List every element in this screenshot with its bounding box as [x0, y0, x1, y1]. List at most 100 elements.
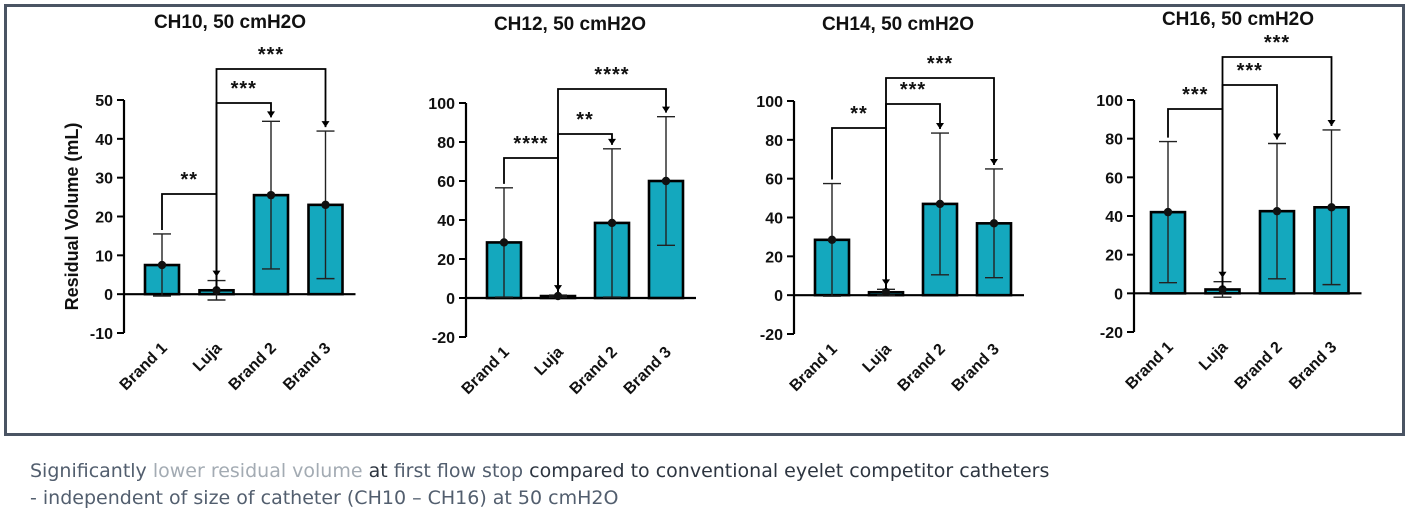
significance-arrow — [936, 123, 944, 130]
data-point — [321, 200, 330, 210]
significance-label: *** — [231, 78, 257, 100]
significance-label: ** — [180, 169, 198, 191]
y-tick-label: 20 — [1105, 248, 1123, 265]
x-category-label: Brand 3 — [280, 340, 334, 394]
y-tick-label: 100 — [428, 96, 455, 113]
caption-highlight-2: first flow stop — [393, 460, 524, 482]
chart-title: CH16, 50 cmH2O — [1162, 9, 1314, 30]
y-tick-label: 50 — [95, 93, 113, 110]
y-tick-label: 80 — [1105, 132, 1123, 149]
chart-title: CH14, 50 cmH2O — [822, 14, 974, 35]
chart-title: CH10, 50 cmH2O — [154, 12, 306, 33]
chart-1: CH10, 50 cmH2O -10 0 10 20 30 40 50 Residual Vol… — [62, 12, 356, 394]
x-category-label: Brand 2 — [1232, 339, 1286, 393]
data-point — [1163, 207, 1173, 217]
significance-label: *** — [1182, 84, 1208, 106]
y-tick-label: -20 — [432, 330, 455, 347]
data-point — [266, 190, 276, 200]
y-tick-label: 60 — [1105, 170, 1123, 187]
data-point — [1327, 203, 1336, 212]
significance-bracket — [215, 68, 327, 289]
y-tick-label: 0 — [446, 291, 455, 308]
y-tick-label: 80 — [437, 135, 455, 152]
caption-text-3: compared to conventional eyelet competit… — [523, 460, 1050, 482]
significance-arrow — [1327, 119, 1336, 126]
x-category-label: Brand 1 — [787, 341, 841, 395]
data-point — [827, 235, 837, 245]
significance-label: ** — [850, 103, 868, 125]
caption-text-1: Significantly — [30, 460, 153, 482]
y-tick-label: 0 — [104, 287, 113, 304]
y-axis-label: Residual Volume (mL) — [62, 123, 82, 311]
x-category-label: Brand 2 — [895, 341, 949, 395]
significance-label: *** — [900, 79, 926, 101]
data-point — [881, 288, 891, 297]
y-tick-label: 100 — [1096, 93, 1123, 110]
significance-arrow — [267, 111, 275, 118]
significance-arrow — [321, 121, 330, 128]
x-category-label: Brand 3 — [949, 341, 1003, 395]
significance-label: ** — [576, 109, 594, 131]
y-tick-label: 60 — [437, 174, 455, 191]
significance-label: *** — [1237, 60, 1263, 82]
significance-label: **** — [594, 64, 629, 86]
y-tick-label: -10 — [90, 326, 113, 343]
y-tick-label: 20 — [437, 252, 455, 269]
caption-highlight-1: lower residual volume — [152, 460, 363, 482]
data-point — [157, 260, 167, 270]
charts-svg: CH10, 50 cmH2O -10 0 10 20 30 40 50 Residual Vol… — [62, 9, 1362, 398]
significance-bracket — [885, 77, 995, 290]
y-tick-label: 30 — [95, 171, 113, 188]
significance-label: *** — [258, 44, 284, 66]
chart-3: CH14, 50 cmH2O -20 0 20 40 60 80 100 Brand 1 Luja… — [756, 14, 1024, 395]
data-point — [499, 238, 509, 247]
y-tick-label: 20 — [765, 249, 783, 266]
x-category-label: Brand 2 — [226, 340, 280, 394]
caption: Significantly lower residual volume at f… — [30, 458, 1049, 512]
x-category-label: Brand 2 — [567, 344, 621, 398]
y-tick-label: 40 — [437, 213, 455, 230]
significance-label: *** — [1264, 32, 1290, 54]
x-category-label: Brand 1 — [117, 340, 171, 394]
x-category-label: Luja — [860, 341, 895, 376]
y-tick-label: 80 — [765, 133, 783, 150]
significance-arrow — [1273, 133, 1281, 140]
significance-bracket — [557, 88, 667, 292]
y-tick-label: -20 — [1100, 325, 1123, 342]
y-tick-label: 60 — [765, 172, 783, 189]
data-point — [935, 199, 945, 209]
data-point — [607, 218, 617, 228]
caption-line-1: Significantly lower residual volume at f… — [30, 458, 1049, 485]
y-tick-label: 40 — [1105, 209, 1123, 226]
y-tick-label: 40 — [95, 132, 113, 149]
data-point — [553, 291, 563, 301]
y-tick-label: -20 — [760, 327, 783, 344]
significance-bracket — [1221, 56, 1333, 288]
x-category-label: Brand 3 — [1286, 339, 1340, 393]
x-category-label: Luja — [1196, 339, 1231, 374]
x-category-label: Brand 3 — [621, 344, 675, 398]
x-category-label: Brand 1 — [459, 344, 513, 398]
data-point — [1272, 206, 1282, 216]
data-point — [1218, 285, 1227, 294]
significance-arrow — [990, 158, 998, 165]
y-tick-label: 0 — [774, 288, 783, 305]
significance-label: **** — [513, 133, 548, 155]
x-category-label: Luja — [190, 340, 225, 375]
chart-2: CH12, 50 cmH2O -20 0 20 40 60 80 100 Brand 1 Luja… — [428, 14, 696, 398]
significance-label: *** — [927, 53, 953, 75]
y-tick-label: 10 — [95, 248, 113, 265]
y-tick-label: 100 — [756, 94, 783, 111]
significance-arrow — [662, 106, 670, 113]
caption-line-2: - independent of size of catheter (CH10 … — [30, 487, 619, 509]
data-point — [661, 176, 671, 186]
data-point — [989, 219, 999, 228]
caption-text-2: at — [362, 460, 394, 482]
y-tick-label: 20 — [95, 210, 113, 227]
data-point — [212, 286, 221, 295]
x-category-label: Brand 1 — [1123, 339, 1177, 393]
y-tick-label: 40 — [765, 211, 783, 228]
x-category-label: Luja — [532, 344, 567, 379]
significance-arrow — [608, 138, 616, 145]
chart-4: CH16, 50 cmH2O -20 0 20 40 60 80 100 Brand 1 Luja… — [1096, 9, 1362, 393]
